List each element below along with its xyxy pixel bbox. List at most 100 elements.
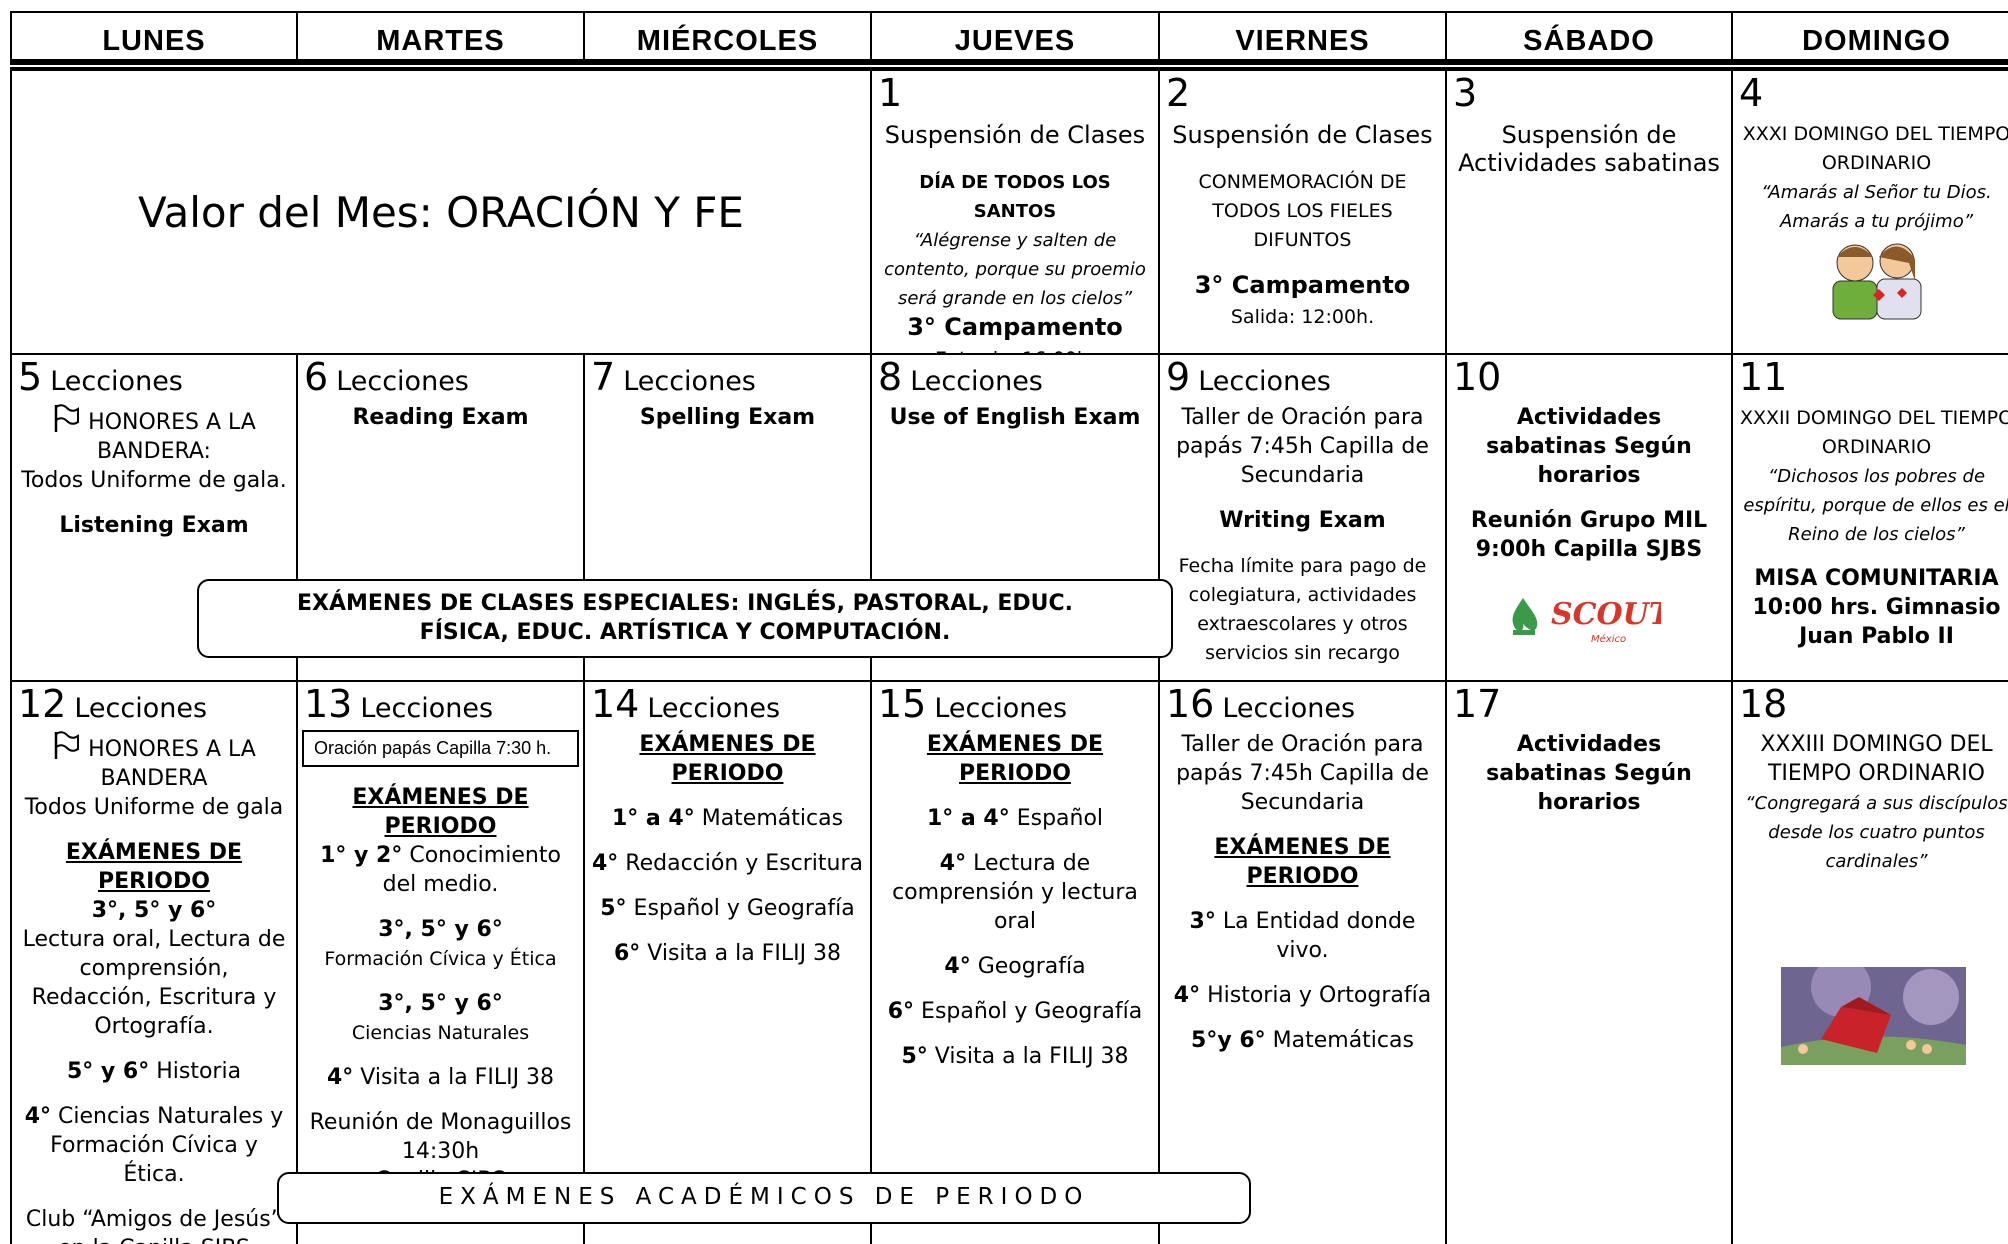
entry-block: EXÁMENES DE PERIODO 3°, 5° y 6° Lectura or…: [18, 838, 290, 1041]
day-number: 13: [304, 682, 353, 726]
entry-block: EXÁMENES DE PERIODO: [1166, 833, 1439, 891]
day-cell: 11 XXXII DOMINGO DEL TIEMPO ORDINARIO “Dic…: [1731, 353, 2008, 682]
entry-bold: 3°, 5° y 6°: [378, 990, 503, 1016]
entry-line: Oración papás Capilla 7:30 h.: [302, 729, 579, 767]
entry-line: Todos Uniforme de gala: [18, 793, 290, 822]
day-cell: 9 Lecciones Taller de Oración para papás 7…: [1158, 353, 1447, 682]
day-number: 10: [1453, 355, 1502, 399]
day-number: 4: [1739, 71, 1764, 115]
day-number: 5: [18, 355, 43, 399]
entry-text: Taller de Oración para papás 7:45h Capil…: [1176, 731, 1429, 815]
day-number: 12: [18, 682, 67, 726]
entry-line: XXXIII DOMINGO DEL TIEMPO ORDINARIO: [1739, 730, 2008, 788]
scouts-logo: SCOUTS México: [1512, 597, 1661, 645]
flag-text: HONORES A LA BANDERA: [88, 736, 256, 791]
flag-icon: [54, 404, 80, 432]
entry-block: Actividades sabatinas Según horarios: [1453, 403, 1725, 490]
entry-block: CONMEMORACIÓN DE TODOS LOS FIELES DIFUNT…: [1166, 167, 1439, 254]
entry-line: Formación Cívica y Ética: [304, 944, 577, 973]
entry-block: EXÁMENES DE PERIODO 1° y 2° Conocimiento d…: [304, 783, 577, 899]
day-header: LUNES: [10, 11, 298, 61]
day-label: Lecciones: [623, 366, 756, 397]
entry-small: CONMEMORACIÓN DE TODOS LOS FIELES DIFUNT…: [1198, 170, 1407, 251]
entry-text: Todos Uniforme de gala: [24, 794, 284, 820]
illustration-gathering: [1781, 967, 1966, 1065]
entry-small: XXXI DOMINGO DEL TIEMPO ORDINARIO: [1742, 122, 2008, 174]
entry-italic: “Alégrense y salten de contento, porque …: [884, 229, 1146, 309]
day-cell: 15 Lecciones EXÁMENES DE PERIODO 1° a 4° Esp…: [870, 680, 1160, 1244]
day-number: 2: [1166, 71, 1191, 115]
entry-line: Salida: 12:00h.: [1166, 302, 1439, 331]
logo-sub: México: [1591, 633, 1626, 645]
illustration-children: [1832, 243, 1922, 320]
day-heading: 6 Lecciones: [304, 355, 577, 399]
day-heading: 9 Lecciones: [1166, 356, 1439, 399]
entry-bold: MISA COMUNITARIA 10:00 hrs. Gimnasio Jua…: [1752, 565, 2001, 650]
entry-line: “Alégrense y salten de contento, porque …: [878, 225, 1152, 312]
entry-line: 3° Campamento: [878, 312, 1152, 344]
entry-block: Reading Exam: [304, 403, 577, 432]
entry-bold: Actividades sabatinas Según horarios: [1486, 404, 1692, 488]
entry-line: Taller de Oración para papás 7:45h Capil…: [1166, 403, 1439, 490]
flag-text: HONORES A LA BANDERA:: [88, 409, 256, 464]
entry-line: Reunión Grupo MIL 9:00h Capilla SJBS: [1453, 506, 1725, 564]
entry-line: 4° Visita a la FILIJ 38: [304, 1063, 577, 1092]
entry-block: Writing Exam: [1166, 506, 1439, 535]
day-number: 15: [878, 682, 927, 726]
entry-text: Historia y Ortografía: [1207, 983, 1432, 1009]
entry-line: Spelling Exam: [591, 403, 864, 432]
header-rule: [10, 59, 2008, 65]
entry-line: Actividades sabatinas Según horarios: [1453, 403, 1725, 490]
day-label: Lecciones: [910, 366, 1043, 397]
entry-block: 4° Redacción y Escritura: [591, 849, 864, 878]
entry-block: Use of English Exam: [878, 403, 1152, 432]
entry-bold: Use of English Exam: [889, 404, 1141, 430]
entry-block: XXXI DOMINGO DEL TIEMPO ORDINARIO “Amarás…: [1739, 119, 2008, 235]
entry-bold: Reunión Grupo MIL 9:00h Capilla SJBS: [1470, 507, 1708, 562]
entry-boxed: Oración papás Capilla 7:30 h.: [302, 729, 579, 767]
entry-line: HONORES A LA BANDERA: [18, 730, 290, 793]
day-heading: 3: [1453, 72, 1725, 115]
entry-line: Ciencias Naturales: [304, 1018, 577, 1047]
entry-bold: 5° y 6°: [66, 1059, 150, 1085]
day-cell: 13 Lecciones Oración papás Capilla 7:30 h.…: [296, 680, 585, 1244]
entry-heading: EXÁMENES DE PERIODO: [1214, 834, 1391, 889]
entry-line: 3°, 5° y 6°: [18, 896, 290, 925]
entry-block: HONORES A LA BANDERA Todos Uniforme de ga…: [18, 730, 290, 822]
flag-entry: HONORES A LA BANDERA: [52, 731, 256, 791]
entry-block: HONORES A LA BANDERA: Todos Uniforme de g…: [18, 403, 290, 495]
entry-line: EXÁMENES DE PERIODO: [591, 730, 864, 788]
day-heading: 13 Lecciones: [304, 682, 577, 726]
entry-bold: 4°: [939, 850, 967, 876]
entry-bold: 3°, 5° y 6°: [91, 897, 217, 923]
entry-text: Visita a la FILIJ 38: [934, 1044, 1129, 1070]
entry-bold: 1° a 4°: [926, 805, 1010, 831]
entry-text: Matemáticas: [1272, 1028, 1414, 1054]
day-heading: 17: [1453, 683, 1725, 726]
entry-line: Todos Uniforme de gala.: [18, 466, 290, 495]
entry-line: HONORES A LA BANDERA:: [18, 403, 290, 466]
entry-text: Redacción y Escritura: [625, 850, 863, 876]
entry-line: Reunión de Monaguillos 14:30h: [304, 1108, 577, 1166]
entry-text: Español y Geografía: [633, 895, 855, 921]
entry-line: 3°, 5° y 6°: [304, 915, 577, 944]
theme-cell: Valor del Mes: ORACIÓN Y FE: [10, 69, 872, 355]
entry-line: 1° y 2° Conocimiento del medio.: [304, 841, 577, 899]
day-label: Lecciones: [934, 693, 1068, 724]
header-rule: [10, 67, 2008, 69]
day-label: Lecciones: [647, 693, 781, 724]
entry-line: 4° Historia y Ortografía: [1166, 981, 1439, 1010]
day-label: Lecciones: [74, 693, 208, 724]
banner: EXÁMENES DE CLASES ESPECIALES: INGLÉS, P…: [197, 579, 1173, 658]
entry-bold: 3°: [1189, 908, 1216, 934]
entry-text: Conocimiento del medio.: [382, 842, 561, 897]
day-number: 6: [304, 355, 329, 399]
entry-bold: 5°y 6°: [1191, 1028, 1266, 1054]
day-label: Lecciones: [50, 366, 183, 397]
entry-line: 3°, 5° y 6°: [304, 989, 577, 1018]
entry-line: Taller de Oración para papás 7:45h Capil…: [1166, 730, 1439, 817]
entry-bold: 6°: [613, 940, 641, 966]
entry-bold: 4°: [1173, 983, 1201, 1009]
entry-text: Visita a la FILIJ 38: [360, 1065, 555, 1091]
flag-icon: [54, 731, 80, 759]
